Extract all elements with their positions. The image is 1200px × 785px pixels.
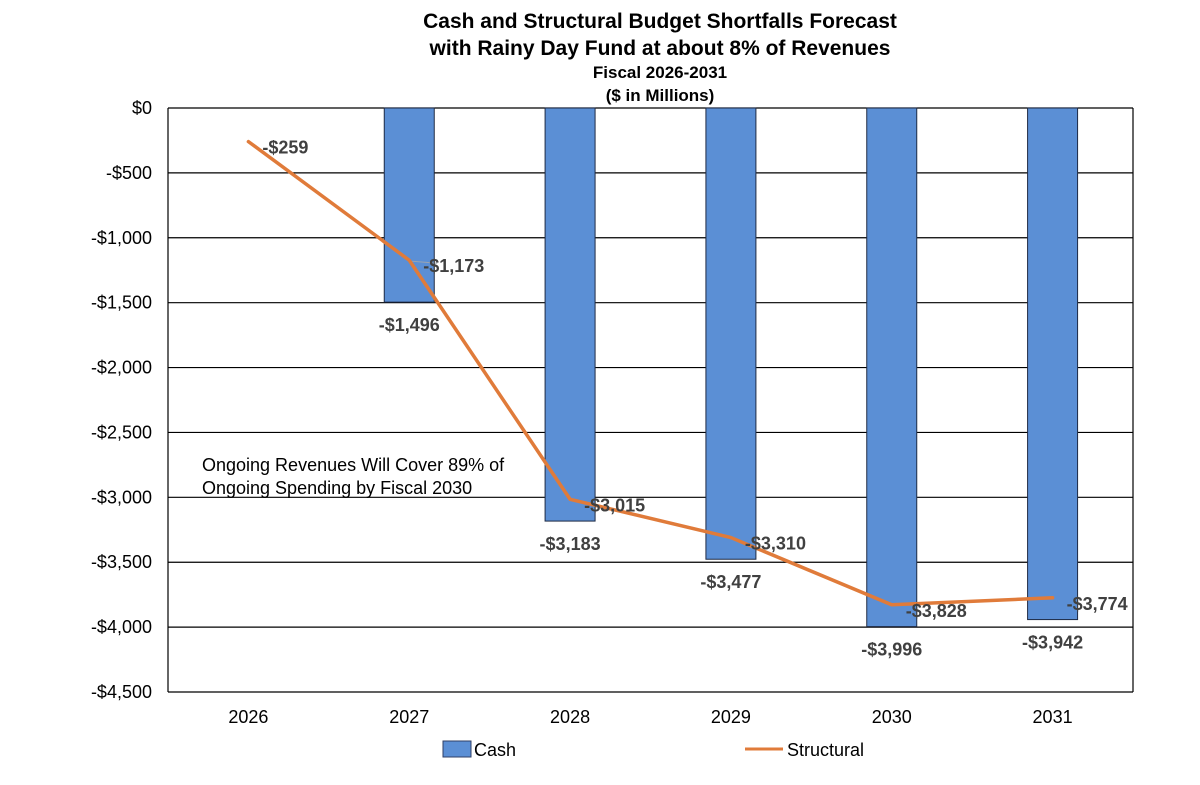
x-tick-label: 2026	[228, 707, 268, 727]
chart-title-line2: with Rainy Day Fund at about 8% of Reven…	[429, 37, 891, 60]
annotation-line1: Ongoing Revenues Will Cover 89% of	[202, 455, 505, 475]
y-tick-label: -$2,000	[91, 358, 152, 378]
structural-label-leader	[412, 260, 438, 264]
structural-line-path	[246, 139, 1055, 607]
cash-bar	[1027, 107, 1079, 621]
cash-bar-label: -$3,477	[700, 572, 761, 592]
cash-bar-label: -$3,183	[540, 534, 601, 554]
cash-bar-label: -$3,942	[1022, 633, 1083, 653]
structural-point-label: -$1,173	[423, 256, 484, 276]
structural-point-label: -$259	[262, 138, 308, 158]
cash-bar	[705, 107, 757, 560]
structural-point-label: -$3,310	[745, 534, 806, 554]
data-labels: -$1,496 -$3,183 -$3,477 -$3,996 -$3,942 -$259…	[262, 138, 1127, 660]
chart-subtitle-units: ($ in Millions)	[606, 86, 715, 105]
y-tick-label: -$1,500	[91, 293, 152, 313]
legend-label-structural: Structural	[787, 740, 864, 760]
axes: $0 -$500 -$1,000 -$1,500 -$2,000 -$2,500 -$3,0…	[91, 98, 1134, 727]
x-tick-label: 2028	[550, 707, 590, 727]
structural-point-label: -$3,774	[1067, 594, 1128, 614]
gridlines	[168, 107, 1133, 693]
x-tick-label: 2030	[872, 707, 912, 727]
cash-bar-label: -$1,496	[379, 315, 440, 335]
legend-swatch-cash	[442, 740, 472, 758]
y-tick-label: -$4,000	[91, 617, 152, 637]
x-tick-label: 2027	[389, 707, 429, 727]
cash-bar	[383, 107, 435, 303]
legend: Cash Structural	[442, 740, 864, 760]
cash-bar	[866, 107, 918, 628]
y-tick-label: -$1,000	[91, 228, 152, 248]
legend-label-cash: Cash	[474, 740, 516, 760]
y-tick-label: -$3,000	[91, 487, 152, 507]
annotation-line2: Ongoing Spending by Fiscal 2030	[202, 478, 472, 498]
y-tick-label: -$3,500	[91, 552, 152, 572]
structural-point-label: -$3,828	[906, 601, 967, 621]
structural-line	[246, 139, 1055, 607]
y-tick-label: -$4,500	[91, 682, 152, 702]
x-tick-label: 2029	[711, 707, 751, 727]
chart-title: Cash and Structural Budget Shortfalls Fo…	[423, 10, 897, 33]
y-tick-label: -$2,500	[91, 422, 152, 442]
structural-point-label: -$3,015	[584, 495, 645, 515]
x-tick-label: 2031	[1033, 707, 1073, 727]
chart-subtitle: Fiscal 2026-2031	[593, 63, 727, 82]
cash-bars	[383, 107, 1079, 628]
y-tick-label: -$500	[106, 163, 152, 183]
y-tick-label: $0	[132, 98, 152, 118]
cash-bar	[544, 107, 596, 522]
cash-bar-label: -$3,996	[861, 640, 922, 660]
